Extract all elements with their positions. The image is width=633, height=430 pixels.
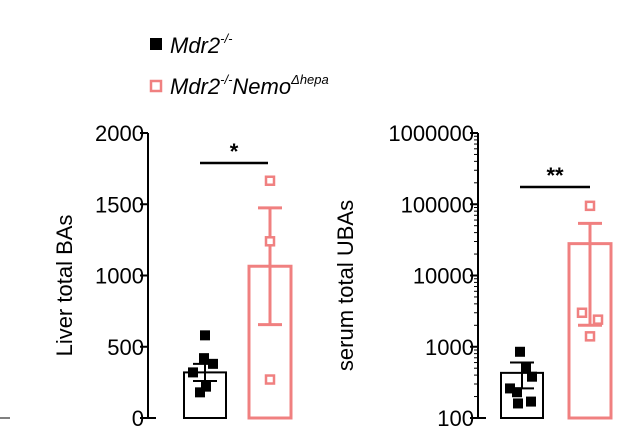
data-point [208, 358, 218, 369]
legend-1-main: Mdr2 [170, 33, 220, 58]
panel-1: 0 500 1000 1500 2000 Liver total BAs * [52, 121, 293, 430]
y-tick-label: 500 [107, 335, 144, 360]
y-tick-label: 1000 [425, 335, 474, 360]
data-point [515, 346, 525, 357]
data-point [264, 374, 276, 385]
legend-item-mdr2: Mdr2-/- [150, 31, 233, 58]
legend-label-1: Mdr2-/- [170, 31, 233, 58]
data-point [512, 387, 522, 398]
data-point [576, 307, 588, 319]
data-point [505, 383, 515, 394]
y-tick-label: 1000000 [388, 121, 474, 146]
significance-label: * [230, 139, 239, 164]
data-point [521, 361, 531, 372]
y-tick-label: 1500 [95, 192, 144, 217]
significance-label: ** [546, 163, 564, 188]
legend-marker-pink [149, 79, 163, 93]
y-axis-label: serum total UBAs [333, 200, 358, 371]
data-point [526, 396, 536, 407]
legend-label-2: Mdr2-/-NemoΔhepa [170, 72, 329, 99]
data-point [199, 353, 209, 364]
data-point [200, 330, 210, 341]
legend-1-sup: -/- [220, 31, 233, 46]
data-point [264, 175, 276, 186]
data-point [195, 387, 205, 398]
data-point [188, 367, 198, 378]
data-point [513, 398, 523, 409]
y-tick-label: 10000 [413, 264, 474, 289]
legend-2-main: Mdr2 [170, 74, 220, 99]
y-tick-label: 100000 [401, 192, 474, 217]
y-axis-label: Liver total BAs [52, 215, 77, 357]
data-point [592, 314, 604, 325]
y-tick-label: 2000 [95, 121, 144, 146]
legend: Mdr2-/- Mdr2-/-NemoΔhepa [149, 31, 329, 99]
data-point [584, 200, 596, 212]
y-tick-label: 100 [437, 406, 474, 430]
data-point [264, 236, 276, 247]
legend-2-sup2: Δhepa [290, 72, 329, 87]
legend-2-sup: -/- [220, 72, 233, 87]
data-point [527, 371, 537, 382]
legend-marker-black [150, 38, 162, 50]
legend-2-main2: Nemo [232, 74, 291, 99]
y-tick-label: 1000 [95, 264, 144, 289]
data-point [584, 331, 596, 342]
legend-item-mdr2-nemo: Mdr2-/-NemoΔhepa [149, 72, 329, 99]
data-point [201, 381, 211, 392]
panel-2: 100 1000 10000 100000 1000000 serum total UBA… [333, 121, 613, 430]
y-tick-label: 0 [132, 406, 144, 430]
